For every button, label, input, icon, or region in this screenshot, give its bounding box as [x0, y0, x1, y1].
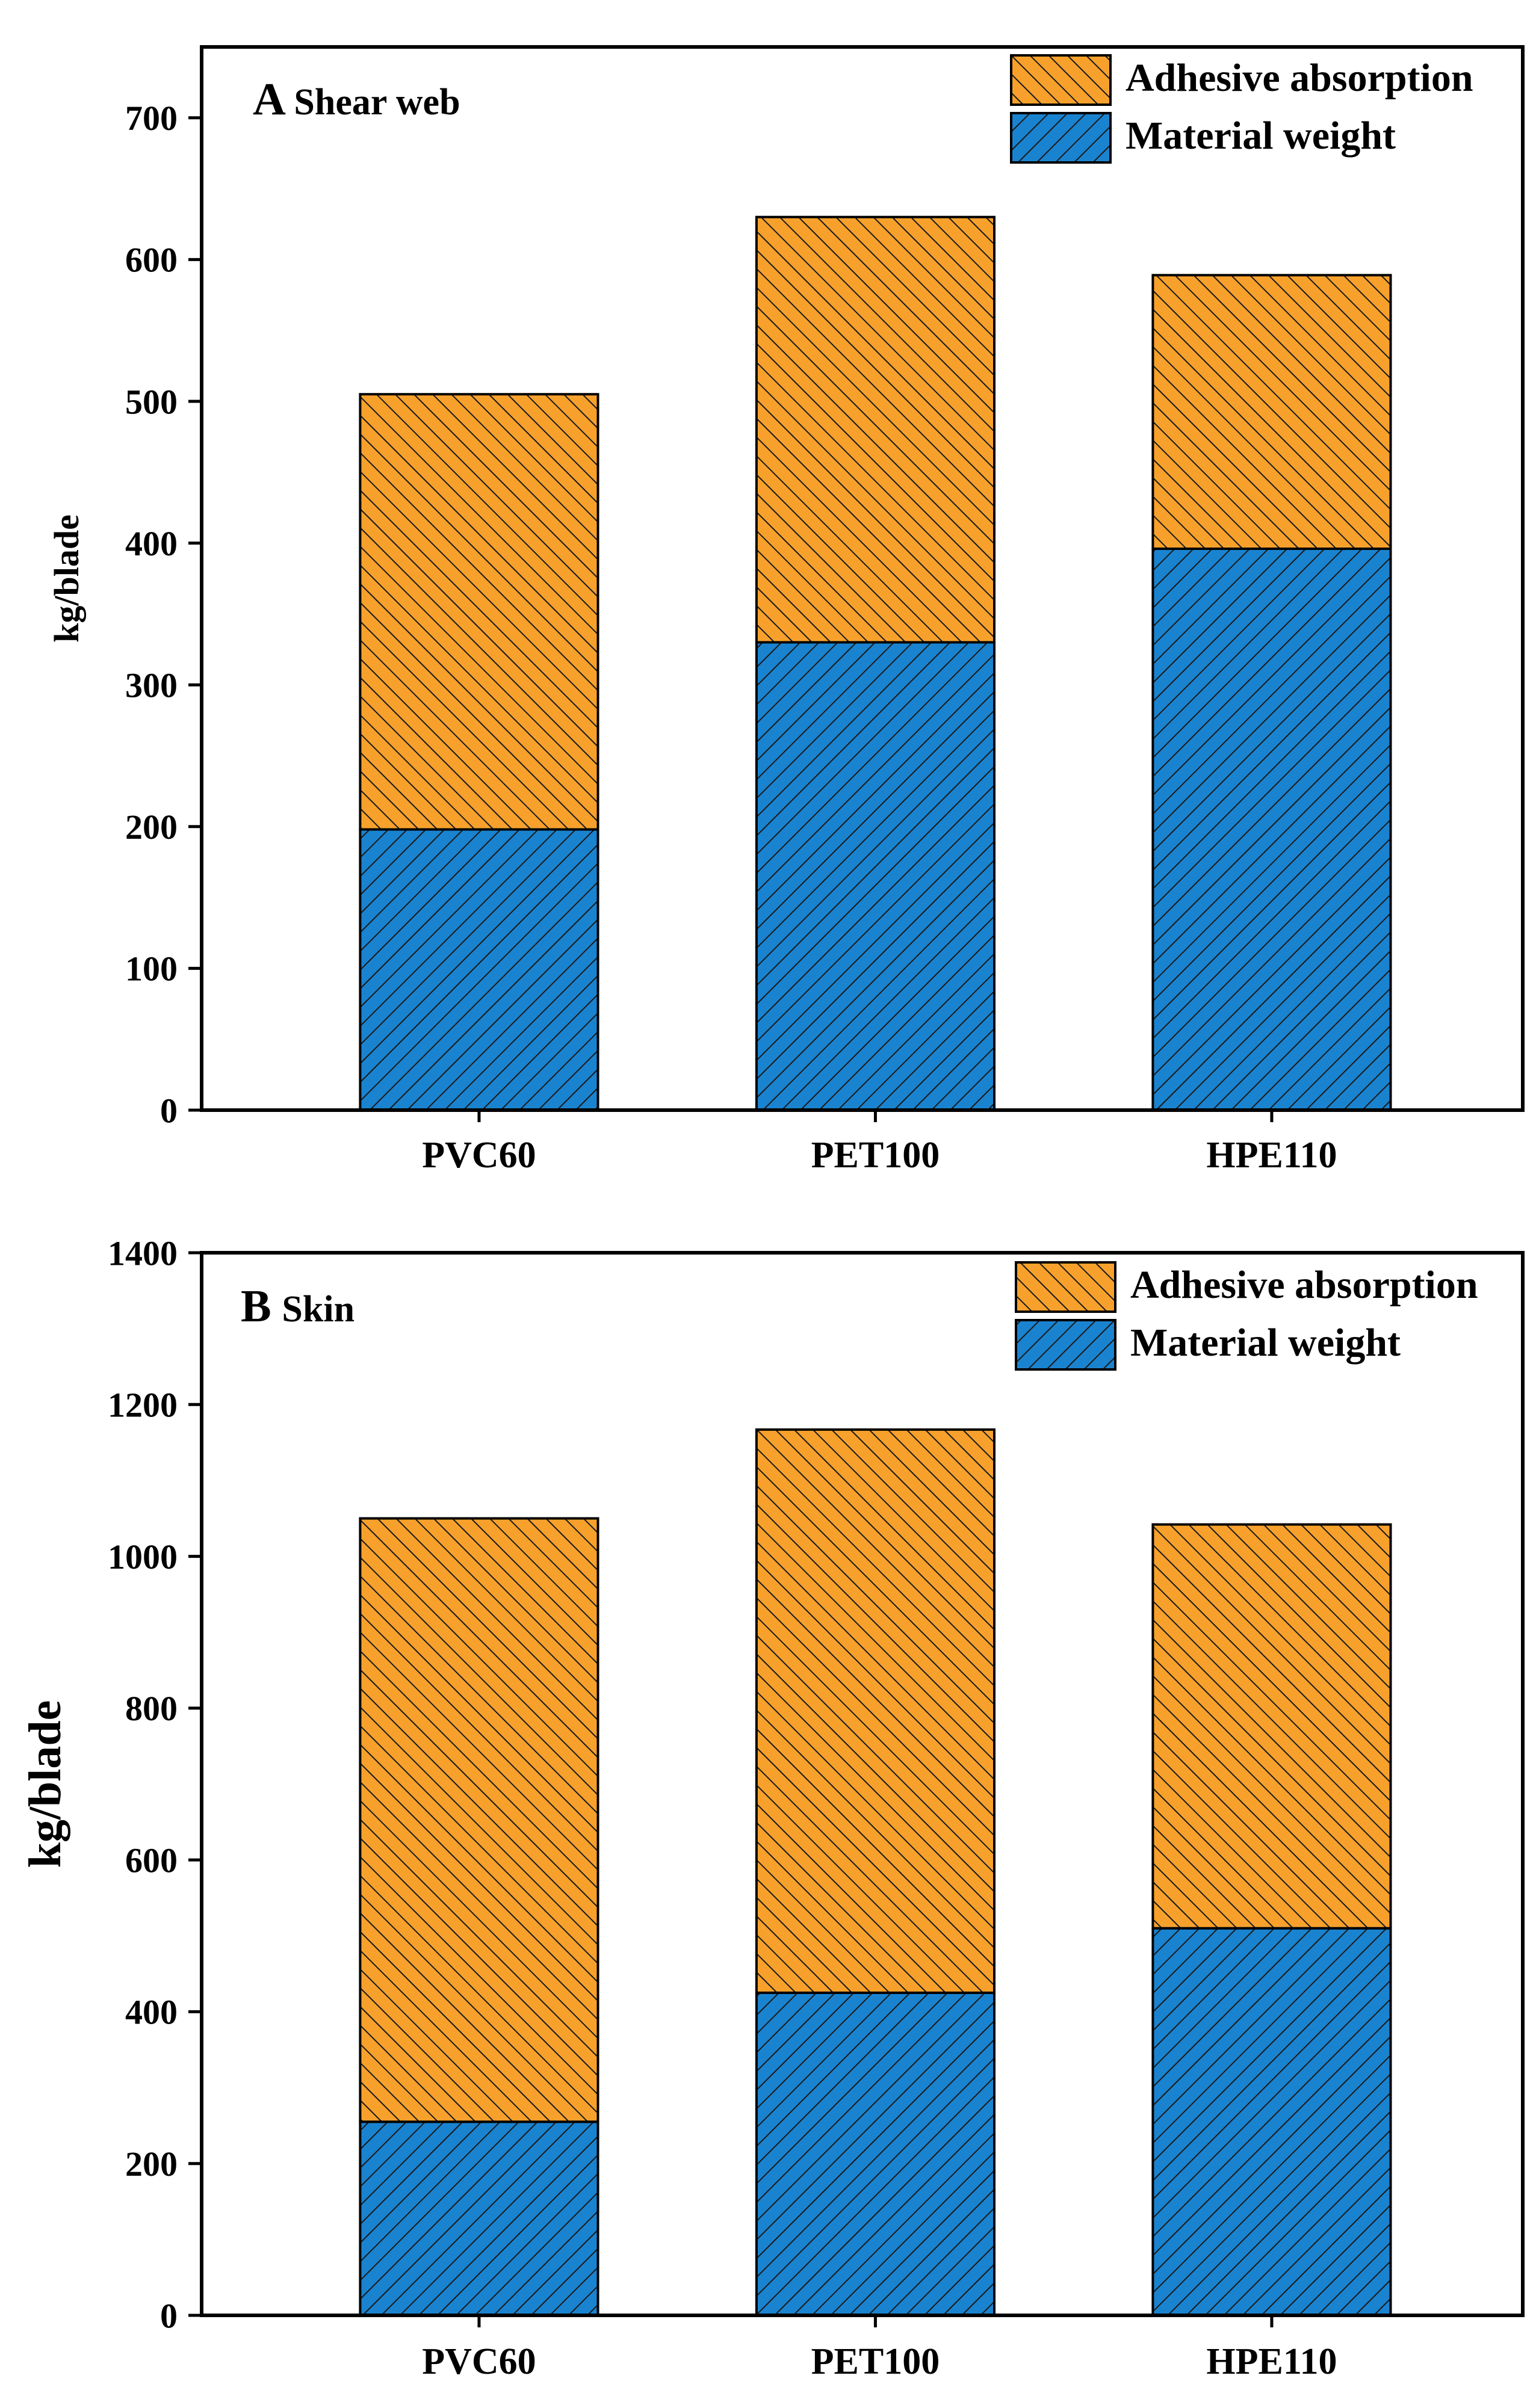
chart-panel-a: 0 100 200 300 400 500 600 700 PVC60 PET100 HPE110 k… [47, 45, 1525, 1176]
y-tick-label: 300 [125, 666, 178, 705]
x-tick-label: HPE110 [1206, 1135, 1337, 1176]
bar-pet100-adhesive-absorption [755, 215, 996, 644]
y-tick-label: 1000 [108, 1537, 178, 1576]
legend-swatch-material-weight [1015, 1319, 1116, 1371]
y-tick-label: 700 [125, 99, 178, 138]
bar-hpe110-material-weight [1151, 548, 1392, 1111]
y-tick-label: 0 [160, 1091, 178, 1130]
y-tick-label: 0 [160, 2296, 178, 2335]
y-tick-label: 400 [125, 1993, 178, 2032]
x-tick-label: PET100 [811, 2341, 940, 2382]
y-tick-label: 500 [125, 382, 178, 421]
y-axis-label: kg/blade [20, 1700, 70, 1868]
y-tick-label: 100 [125, 949, 178, 989]
legend-label: Material weight [1126, 114, 1396, 158]
y-tick-label: 400 [125, 524, 178, 563]
bar-pet100-material-weight [755, 641, 996, 1111]
y-tick-label: 600 [125, 241, 178, 280]
bar-hpe110-adhesive-absorption [1151, 274, 1392, 550]
y-tick-label: 1200 [108, 1386, 178, 1425]
panel-title: Skin [282, 1289, 355, 1330]
legend-label: Material weight [1130, 1321, 1401, 1365]
legend-swatch-adhesive-absorption [1015, 1261, 1116, 1313]
bar-hpe110-material-weight [1151, 1927, 1392, 2317]
bar-pet100-adhesive-absorption [755, 1428, 996, 1994]
legend-label: Adhesive absorption [1126, 56, 1473, 100]
panel-letter: A [253, 74, 286, 125]
y-tick-label: 200 [125, 2144, 178, 2184]
y-tick-label: 1400 [108, 1233, 178, 1273]
x-tick-label: PET100 [811, 1135, 940, 1176]
x-tick-label: PVC60 [422, 1135, 536, 1176]
y-axis-label: kg/blade [47, 514, 86, 643]
panel-letter: B [241, 1281, 271, 1332]
x-tick-label: HPE110 [1206, 2341, 1337, 2382]
bar-pvc60-material-weight [359, 2120, 599, 2317]
bar-pet100-material-weight [755, 1991, 996, 2317]
y-tick-label: 200 [125, 807, 178, 847]
panel-title: Shear web [294, 82, 460, 123]
y-tick-label: 800 [125, 1689, 178, 1728]
plot-frame [200, 1251, 1525, 2317]
legend-swatch-material-weight [1010, 112, 1112, 164]
chart-panel-b: 0 200 400 600 800 1000 1200 1400 PVC60 PET100 HPE1… [20, 1233, 1525, 2382]
legend-label: Adhesive absorption [1130, 1263, 1478, 1307]
bar-hpe110-adhesive-absorption [1151, 1523, 1392, 1930]
legend-swatch-adhesive-absorption [1010, 54, 1112, 106]
x-tick-label: PVC60 [422, 2341, 536, 2382]
bar-pvc60-adhesive-absorption [359, 393, 599, 831]
plot-frame [200, 45, 1525, 1112]
bar-pvc60-material-weight [359, 828, 599, 1111]
y-tick-label: 600 [125, 1841, 178, 1880]
bar-pvc60-adhesive-absorption [359, 1517, 599, 2123]
